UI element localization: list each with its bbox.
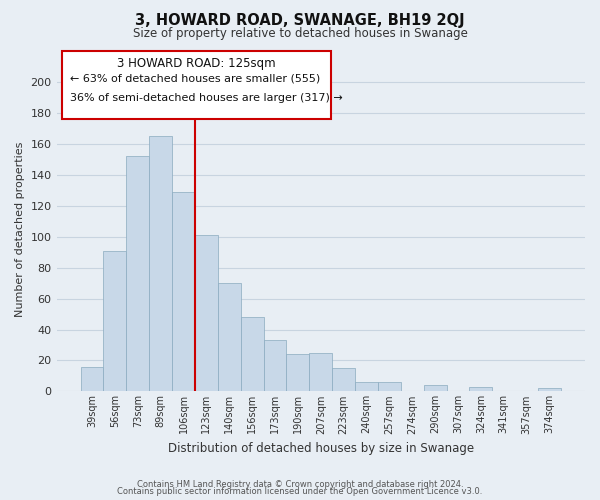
Text: 3, HOWARD ROAD, SWANAGE, BH19 2QJ: 3, HOWARD ROAD, SWANAGE, BH19 2QJ [135, 12, 465, 28]
Text: Contains public sector information licensed under the Open Government Licence v3: Contains public sector information licen… [118, 487, 482, 496]
Text: ← 63% of detached houses are smaller (555): ← 63% of detached houses are smaller (55… [70, 73, 320, 83]
Bar [469, 387, 493, 392]
Bar [263, 340, 286, 392]
Bar [241, 317, 263, 392]
Text: Size of property relative to detached houses in Swanage: Size of property relative to detached ho… [133, 28, 467, 40]
Text: 36% of semi-detached houses are larger (317) →: 36% of semi-detached houses are larger (… [70, 92, 343, 102]
Text: Contains HM Land Registry data © Crown copyright and database right 2024.: Contains HM Land Registry data © Crown c… [137, 480, 463, 489]
Text: 3 HOWARD ROAD: 125sqm: 3 HOWARD ROAD: 125sqm [117, 57, 276, 70]
Bar [127, 156, 149, 392]
Bar [378, 382, 401, 392]
Bar [310, 352, 332, 392]
Y-axis label: Number of detached properties: Number of detached properties [15, 142, 25, 317]
Bar [424, 385, 446, 392]
X-axis label: Distribution of detached houses by size in Swanage: Distribution of detached houses by size … [168, 442, 474, 455]
Bar [80, 366, 103, 392]
FancyBboxPatch shape [62, 50, 331, 118]
Bar [172, 192, 195, 392]
Bar [149, 136, 172, 392]
Bar [332, 368, 355, 392]
Bar [286, 354, 310, 392]
Bar [218, 283, 241, 392]
Bar [538, 388, 561, 392]
Bar [195, 236, 218, 392]
Bar [355, 382, 378, 392]
Bar [103, 250, 127, 392]
